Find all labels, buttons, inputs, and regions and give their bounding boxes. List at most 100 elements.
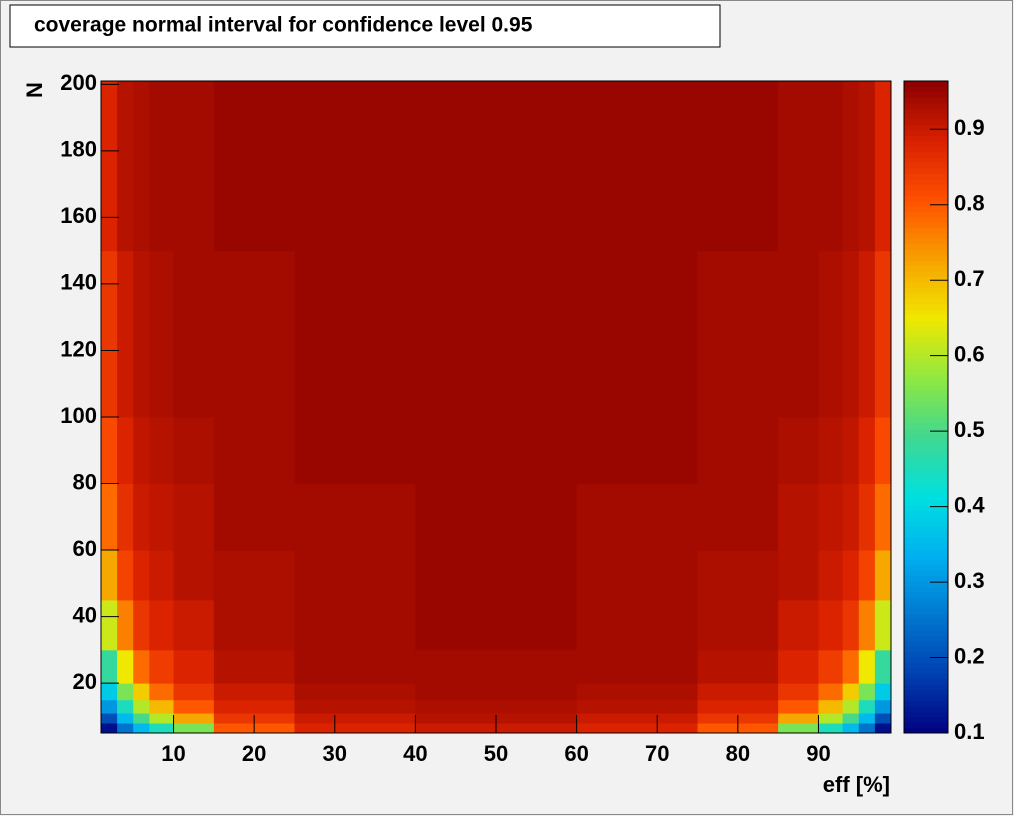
y-tick-label: 180: [60, 137, 97, 162]
color-bar-segment: [904, 363, 948, 370]
heatmap-cell: [842, 416, 860, 485]
color-bar-segment: [904, 184, 948, 191]
heatmap-cell: [415, 649, 578, 684]
heatmap-cell: [294, 550, 416, 601]
color-bar-segment: [904, 646, 948, 652]
color-bar-segment: [904, 694, 948, 701]
heatmap-cell: [101, 250, 118, 418]
heatmap-cell: [858, 599, 876, 651]
color-bar-segment: [904, 216, 948, 223]
color-bar-segment: [904, 591, 948, 598]
heatmap-cell: [842, 483, 860, 551]
color-bar-segment: [904, 249, 948, 256]
heatmap-cell: [101, 713, 118, 724]
heatmap-cell: [173, 699, 215, 714]
color-bar-segment: [904, 434, 948, 441]
color-bar-segment: [904, 368, 948, 375]
y-tick-label: 120: [60, 336, 97, 361]
color-bar-segment: [904, 417, 948, 424]
heatmap-cell: [818, 599, 844, 651]
heatmap-cell: [697, 649, 779, 684]
color-bar-segment: [904, 129, 948, 136]
color-bar-segment: [904, 140, 948, 147]
color-bar-segment: [904, 651, 948, 658]
color-bar-segment: [904, 499, 948, 506]
heatmap-cell: [294, 699, 416, 714]
heatmap-cell: [173, 416, 215, 485]
heatmap-cell: [778, 723, 819, 734]
x-tick-label: 10: [161, 741, 185, 766]
z-tick-label: 0.2: [954, 643, 985, 668]
color-bar-segment: [904, 483, 948, 489]
color-bar-segment: [904, 189, 948, 196]
color-bar-segment: [904, 113, 948, 120]
color-bar-segment: [904, 466, 948, 473]
z-tick-label: 0.4: [954, 492, 985, 517]
heatmap-cell: [697, 699, 779, 714]
color-bar-segment: [904, 238, 948, 245]
color-bar-segment: [904, 102, 948, 109]
color-bar-segment: [904, 575, 948, 582]
heatmap-cell: [818, 250, 844, 418]
color-bar-segment: [904, 276, 948, 283]
color-bar-segment: [904, 624, 948, 631]
heatmap-cell: [858, 723, 876, 734]
heatmap-cell: [842, 599, 860, 651]
heatmap-cell: [842, 649, 860, 684]
color-bar-segment: [904, 521, 948, 528]
color-bar-segment: [904, 428, 948, 435]
heatmap-cell: [842, 713, 860, 724]
y-tick-label: 20: [73, 669, 97, 694]
color-bar-segment: [904, 200, 948, 207]
heatmap-cell: [874, 713, 892, 724]
heatmap-cell: [294, 250, 416, 418]
color-bar-segment: [904, 325, 948, 332]
heatmap-cell: [415, 483, 578, 551]
y-axis-title: N: [22, 82, 47, 98]
color-bar-segment: [904, 716, 948, 723]
heatmap-cell: [842, 550, 860, 601]
heatmap-cell: [117, 599, 134, 651]
color-bar-segment: [904, 629, 948, 636]
color-bar-segment: [904, 580, 948, 587]
heatmap-cell: [173, 713, 215, 724]
heatmap-cell: [101, 599, 118, 651]
heatmap-cell: [294, 599, 416, 651]
z-tick-label: 0.3: [954, 568, 985, 593]
heatmap-cell: [818, 81, 844, 252]
heatmap-cell: [697, 483, 779, 551]
heatmap-cell: [294, 81, 416, 252]
heatmap-cell: [133, 683, 150, 701]
color-bar-segment: [904, 135, 948, 142]
heatmap-cell: [101, 416, 118, 485]
heatmap-cell: [576, 599, 699, 651]
x-tick-label: 40: [403, 741, 427, 766]
color-bar-segment: [904, 374, 948, 381]
heatmap-cell: [858, 713, 876, 724]
heatmap-cell: [874, 250, 892, 418]
heatmap-cell: [858, 416, 876, 485]
heatmap-cell: [576, 81, 699, 252]
color-bar-segment: [904, 124, 948, 131]
x-tick-label: 20: [242, 741, 266, 766]
heatmap-cell: [576, 550, 699, 601]
color-bar-segment: [904, 108, 948, 115]
heatmap-cell: [576, 250, 699, 418]
heatmap-cell: [858, 483, 876, 551]
heatmap-cell: [294, 683, 416, 701]
color-bar-segment: [904, 439, 948, 446]
color-bar-segment: [904, 526, 948, 533]
heatmap-cell: [576, 649, 699, 684]
heatmap-cell: [117, 550, 134, 601]
heatmap-cell: [133, 483, 150, 551]
color-bar-segment: [904, 178, 948, 185]
color-bar-segment: [904, 390, 948, 397]
color-bar-segment: [904, 537, 948, 544]
color-bar-segment: [904, 727, 948, 734]
color-bar-segment: [904, 227, 948, 234]
color-bar-segment: [904, 673, 948, 680]
heatmap-cell: [415, 699, 578, 714]
heatmap-cell: [576, 416, 699, 485]
heatmap-cell: [842, 683, 860, 701]
